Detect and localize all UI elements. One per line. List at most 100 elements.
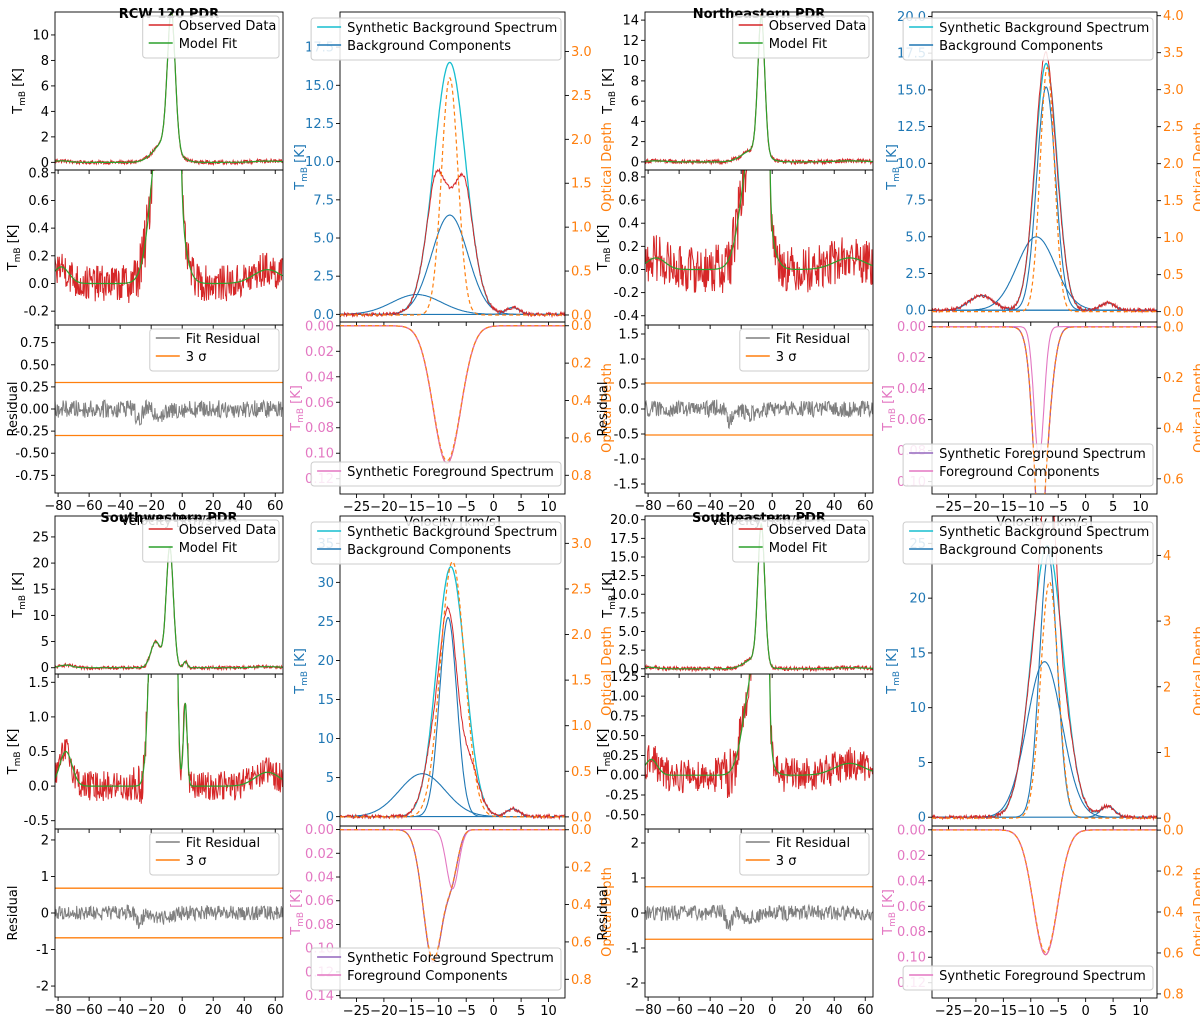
synthetic-foreground-line xyxy=(340,829,565,964)
background-component-line xyxy=(932,86,1157,311)
y-tick-label: 0.00 xyxy=(305,319,334,334)
synthetic-foreground-line xyxy=(340,325,565,464)
x-tick-label: −40 xyxy=(106,499,133,514)
y-tick-label: 10 xyxy=(32,609,49,624)
x-tick-label: −15 xyxy=(990,1004,1017,1015)
fit-residual-line xyxy=(645,903,873,931)
legend-box xyxy=(310,461,562,487)
y-tick-label: 1.5 xyxy=(618,328,639,343)
y-label-sub: mB xyxy=(296,912,306,927)
y-tick-label: 0.4 xyxy=(28,222,49,237)
y-tick-label: 1.25 xyxy=(610,670,639,685)
x-tick-label: −20 xyxy=(962,1004,989,1015)
y-label-main: T xyxy=(11,610,26,619)
legend-box xyxy=(902,17,1154,61)
y-tick-label: 2 xyxy=(631,837,639,852)
x-tick-label: −80 xyxy=(44,1003,71,1015)
x-tick-label: 10 xyxy=(1132,1004,1149,1015)
foreground-panel: 0.000.020.040.060.080.100.12−25−20−15−10… xyxy=(289,319,615,530)
y-label-unit: [K] xyxy=(596,225,611,248)
y-tick-label: -1.0 xyxy=(614,453,639,468)
legend-label: Synthetic Foreground Spectrum xyxy=(939,969,1146,984)
y-label-main: T xyxy=(289,927,304,936)
plot-area xyxy=(645,382,873,436)
plot-area xyxy=(340,560,565,818)
y-tick-label: 14 xyxy=(622,14,639,29)
y-axis-label: TmB [K] xyxy=(596,225,613,272)
y-tick-label: 0.6 xyxy=(618,194,639,209)
y-tick-label: 25 xyxy=(32,530,49,545)
y-tick-label: 1.00 xyxy=(610,690,639,705)
legend-label: Fit Residual xyxy=(776,332,850,347)
y-axis-label: TmB [K] xyxy=(11,68,28,115)
plot-area xyxy=(340,61,565,319)
x-tick-label: 40 xyxy=(236,1003,253,1015)
background-component-line xyxy=(932,553,1157,818)
y-tick-label: -2 xyxy=(36,980,49,995)
y-tick-label: 10 xyxy=(32,28,49,43)
x-tick-label: 20 xyxy=(205,499,222,514)
y-tick-label: 0.10 xyxy=(305,447,334,462)
y2-tick-label: 0.2 xyxy=(571,357,592,372)
y-tick-label: 0.04 xyxy=(305,370,334,385)
y-tick-label: 1.0 xyxy=(28,710,49,725)
x-tick-label: 20 xyxy=(205,1003,222,1015)
x-tick-label: −20 xyxy=(137,1003,164,1015)
y2-tick-label: 2.0 xyxy=(571,628,592,643)
y-tick-label: 10 xyxy=(317,732,334,747)
y-tick-label: 2 xyxy=(41,833,49,848)
axes-frame xyxy=(644,673,874,830)
y-tick-label: 0.0 xyxy=(618,403,639,418)
y-axis-label: TmB [K] xyxy=(601,572,618,619)
y-label-main: T xyxy=(293,182,308,191)
y2-tick-label: 1.0 xyxy=(1163,231,1184,246)
y-tick-label: 5 xyxy=(41,635,49,650)
x-tick-label: 10 xyxy=(540,1004,557,1015)
y-tick-label: 0.04 xyxy=(897,382,926,397)
background-component-line xyxy=(932,661,1157,818)
residual-panel: -0.75 -0.50 -0.25 0.00 0.25 0.50 0.75 −80 −60 −40… xyxy=(6,324,284,529)
y-tick-label: 0.25 xyxy=(20,380,49,395)
y-tick-label: 6 xyxy=(631,95,639,110)
y2-tick-label: 0.5 xyxy=(571,265,592,280)
legend-label: Fit Residual xyxy=(186,836,260,851)
legend-box xyxy=(732,15,870,59)
x-tick-label: −10 xyxy=(425,1004,452,1015)
synthetic-background-line xyxy=(932,62,1157,311)
legend-label: 3 σ xyxy=(776,854,797,869)
axes-frame xyxy=(54,673,284,830)
legend-box xyxy=(142,15,280,59)
y-tick-label: 0.08 xyxy=(305,918,334,933)
x-tick-label: 20 xyxy=(795,499,812,514)
y-label-sub: mB xyxy=(300,671,310,686)
x-tick-label: 60 xyxy=(857,1003,874,1015)
y-tick-label: 20 xyxy=(909,592,926,607)
fit-residual-line xyxy=(645,399,873,430)
y2-tick-label: 0.0 xyxy=(1163,321,1184,336)
y-tick-label: -0.2 xyxy=(614,286,639,301)
y2-tick-label: 2.5 xyxy=(571,582,592,597)
y2-tick-label: 4.0 xyxy=(1163,9,1184,24)
x-tick-label: 40 xyxy=(826,1003,843,1015)
y2-tick-label: 0.0 xyxy=(571,319,592,334)
y2-tick-label: 2.0 xyxy=(571,133,592,148)
y-tick-label: 2.5 xyxy=(905,267,926,282)
y-label-sub: mB xyxy=(608,91,618,106)
legend-box xyxy=(902,443,1154,487)
optical-depth-line xyxy=(932,581,1157,819)
x-tick-label: −40 xyxy=(696,1003,723,1015)
synthetic-background-line xyxy=(340,61,565,316)
plot-area xyxy=(645,674,873,799)
legend-label: Model Fit xyxy=(769,37,827,52)
foreground-tau-axis: 0.0 0.2 0.4 0.6 0.8 xyxy=(340,823,592,988)
legend-label: 3 σ xyxy=(186,854,207,869)
x-tick-label: 0 xyxy=(490,1004,498,1015)
x-tick-label: 40 xyxy=(236,499,253,514)
foreground-optical-depth-line xyxy=(932,326,1157,494)
y-tick-label: 0.00 xyxy=(897,320,926,335)
y-tick-label: 0.06 xyxy=(305,396,334,411)
y-label-unit: [K] xyxy=(289,889,304,912)
y2-tick-label: 0.8 xyxy=(571,973,592,988)
x-tick-label: −80 xyxy=(44,499,71,514)
